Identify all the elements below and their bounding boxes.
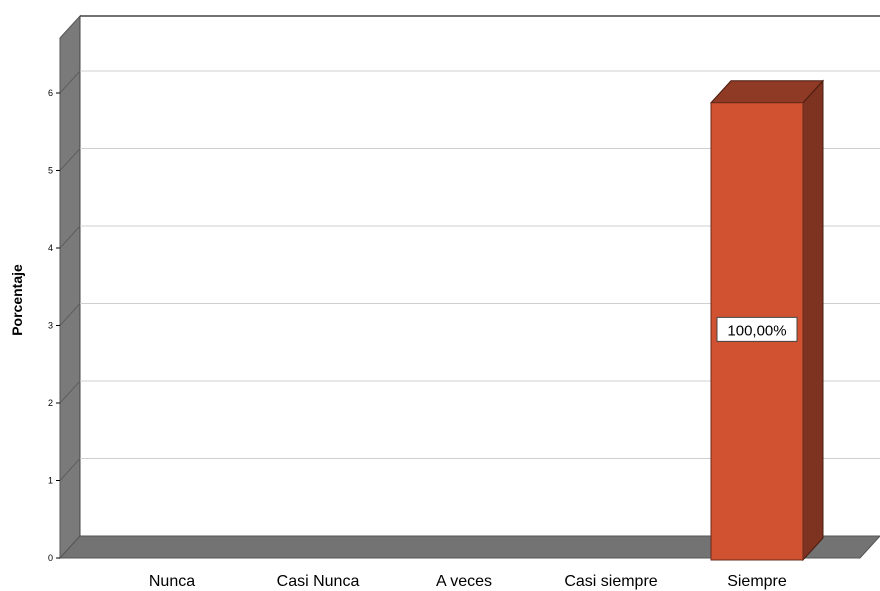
side-gridline	[59, 225, 81, 249]
side-gridline	[59, 70, 81, 94]
x-tick-label: A veces	[436, 573, 492, 590]
y-tick-label: 5	[48, 166, 53, 176]
y-tick-label: 4	[48, 243, 53, 253]
x-tick-label: Casi Nunca	[277, 573, 360, 590]
side-gridline	[59, 380, 81, 404]
floor	[58, 535, 880, 559]
side-gridline	[59, 303, 81, 326]
x-tick-label: Casi siempre	[564, 573, 657, 590]
y-axis-ticks: 0 1 2 3 4 5 6	[48, 88, 60, 563]
x-axis-labels: Nunca Casi Nunca A veces Casi siempre Siempr…	[149, 573, 787, 590]
y-tick-label: 2	[48, 398, 53, 408]
bars: 100,00%	[709, 79, 825, 562]
y-tick-label: 0	[48, 553, 53, 563]
y-tick-label: 6	[48, 88, 53, 98]
x-tick-label: Nunca	[149, 573, 195, 590]
x-tick-label: Siempre	[727, 573, 787, 590]
side-gridline	[59, 148, 81, 171]
y-tick-label: 1	[48, 476, 53, 486]
chart-walls	[58, 14, 880, 560]
bar-side	[802, 79, 824, 562]
data-label-box	[716, 316, 798, 342]
y-tick-label: 3	[48, 321, 53, 331]
y-axis-title: Porcentaje	[9, 264, 25, 336]
data-label: 100,00%	[727, 322, 786, 339]
side-gridline	[59, 458, 81, 481]
bar-top	[709, 80, 825, 104]
